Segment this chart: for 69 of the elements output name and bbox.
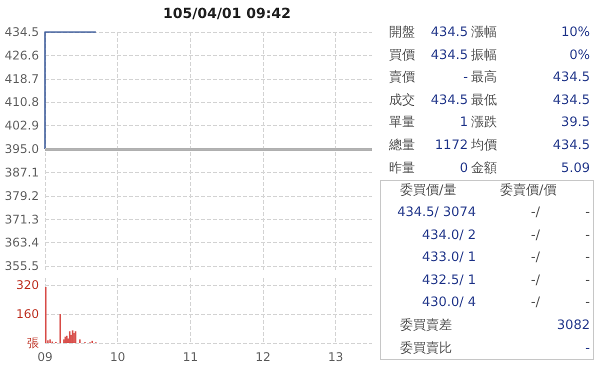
y-tick-label: 434.5 [4, 25, 39, 39]
text: 434.5 [552, 92, 590, 110]
y-tick-label: 160 [16, 307, 39, 322]
x-tick-label: 09 [37, 350, 53, 364]
text: 433.0/ 1 [422, 249, 476, 268]
y-tick-label: 426.6 [4, 48, 39, 62]
text: 金額 [471, 160, 497, 178]
x-tick-label: 10 [110, 350, 126, 364]
text: - [585, 249, 590, 268]
text: 0% [569, 46, 590, 65]
text: 委買賣差 [400, 317, 452, 335]
text: 432.5/ 1 [422, 272, 476, 290]
text: 5.09 [561, 160, 590, 178]
text: - [463, 69, 468, 88]
text: 最低 [471, 92, 497, 110]
text: 434.5 [552, 137, 590, 155]
text: -/ [530, 204, 540, 222]
text: - [585, 272, 590, 290]
x-tick-label: 13 [328, 350, 344, 364]
y-tick-label: 402.9 [4, 118, 39, 133]
y-tick-label: 410.8 [4, 95, 39, 110]
text: -/ [530, 226, 540, 245]
text: - [585, 294, 590, 312]
text: 委買賣比 [400, 340, 452, 358]
text: 430.0/ 4 [422, 294, 476, 312]
text: 434.5 [430, 46, 468, 65]
text: 0 [460, 160, 468, 178]
text: 434.5 [430, 92, 468, 110]
text: 振幅 [471, 46, 497, 65]
y-tick-label: 363.4 [4, 236, 39, 250]
x-tick-label: 12 [255, 350, 271, 364]
text: 434.5 [552, 69, 590, 88]
text: - [585, 340, 590, 358]
text: 434.5/ 3074 [397, 204, 476, 222]
text: 最高 [471, 69, 497, 88]
text: 10% [561, 24, 590, 42]
y-tick-label: 320 [16, 278, 39, 292]
text: 434.5 [430, 24, 468, 42]
y-tick-label: 418.7 [4, 72, 39, 86]
chart-title: 105/04/01 09:42 [163, 6, 291, 22]
y-tick-label: 395.0 [4, 142, 39, 156]
x-tick-label: 11 [182, 350, 198, 364]
text: -/ [530, 294, 540, 312]
text: 昨量 [389, 160, 415, 178]
text: 39.5 [561, 114, 590, 132]
text: - [585, 226, 590, 245]
text: 總量 [389, 137, 415, 155]
text: 漲幅 [471, 24, 497, 42]
text: 3082 [556, 317, 590, 335]
text: 賣價 [389, 69, 415, 88]
text: 成交 [389, 92, 415, 110]
text: 買價 [389, 46, 415, 65]
text: 委賣價/價 [500, 182, 556, 200]
y-tick-label: 355.5 [4, 259, 39, 274]
y-tick-label: 371.3 [4, 212, 39, 226]
text: 單量 [389, 114, 415, 132]
text: 漲跌 [471, 114, 497, 132]
text: - [585, 204, 590, 222]
text: 委買價/量 [400, 182, 456, 200]
text: 434.0/ 2 [422, 226, 476, 245]
y-tick-label: 387.1 [4, 165, 39, 180]
text: 1172 [434, 137, 468, 155]
y-tick-label: 張 [27, 336, 39, 350]
text: 開盤 [389, 24, 415, 42]
y-tick-label: 379.2 [4, 188, 39, 203]
text: 1 [460, 114, 468, 132]
text: -/ [530, 272, 540, 290]
text: -/ [530, 249, 540, 268]
text: 均價 [471, 137, 497, 155]
